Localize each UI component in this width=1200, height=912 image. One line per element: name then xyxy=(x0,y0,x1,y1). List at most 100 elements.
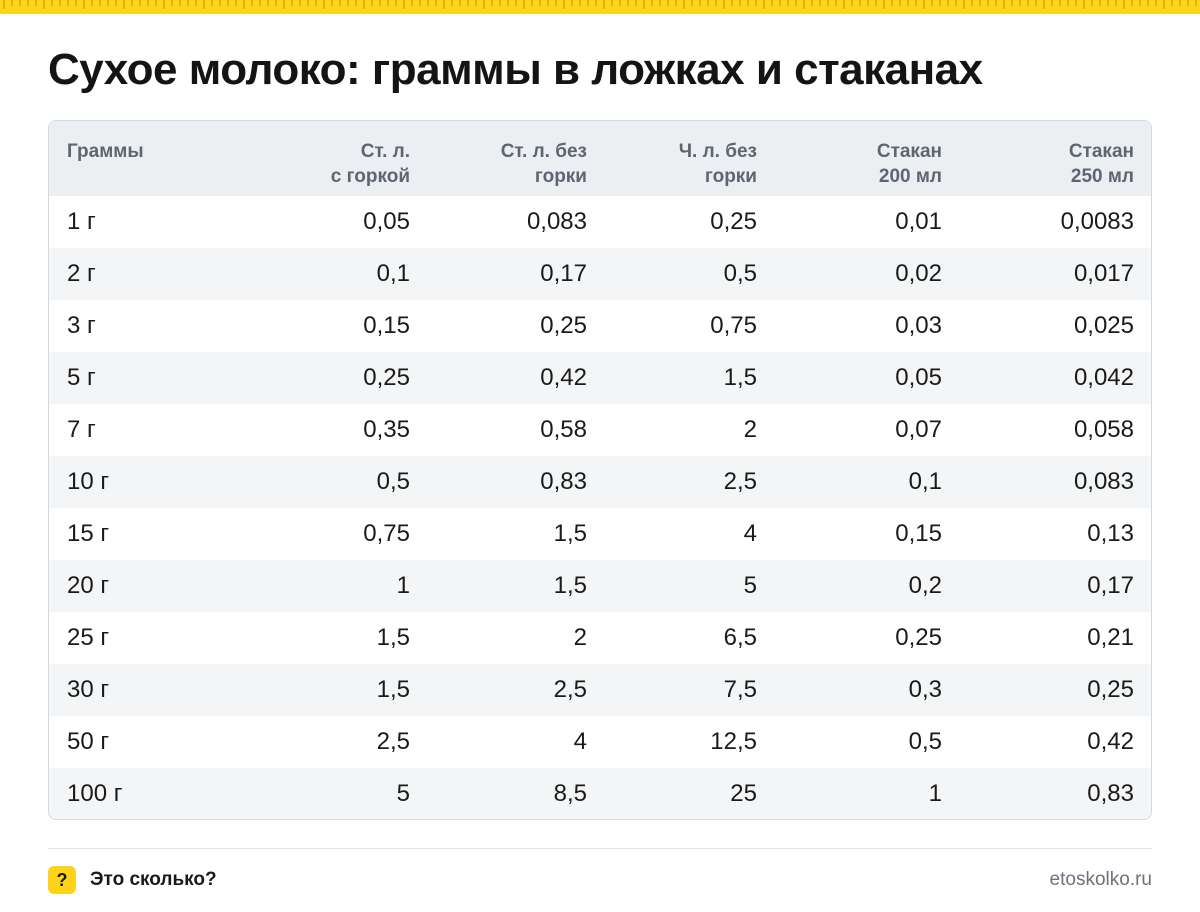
row-grams-cell: 50 г xyxy=(67,728,110,755)
table-cell: 0,75 xyxy=(363,520,410,547)
table-cell: 0,3 xyxy=(908,676,942,703)
table-row: 20 г 1 1,5 5 0,2 0,17 xyxy=(49,560,1151,612)
column-header-glass-250: Стакан 250 мл xyxy=(1068,141,1134,187)
table-cell: 2,5 xyxy=(553,676,587,703)
row-grams-cell: 25 г xyxy=(67,624,110,651)
column-header-tsp-level: Ч. л. без горки xyxy=(678,141,757,187)
table-row: 10 г 0,5 0,83 2,5 0,1 0,083 xyxy=(49,456,1151,508)
table-cell: 0,05 xyxy=(895,364,942,391)
table-cell: 25 xyxy=(730,780,757,807)
table-cell: 0,01 xyxy=(895,208,942,235)
table-cell: 0,025 xyxy=(1073,312,1134,339)
conversion-table: Граммы Ст. л. с горкой Ст. л. без горки … xyxy=(48,120,1152,820)
table-cell: 6,5 xyxy=(723,624,757,651)
table-cell: 0,5 xyxy=(376,468,410,495)
table-cell: 0,17 xyxy=(1087,572,1134,599)
table-cell: 0,25 xyxy=(710,208,757,235)
row-grams-cell: 7 г xyxy=(67,416,96,443)
table-cell: 0,42 xyxy=(1087,728,1134,755)
table-cell: 5 xyxy=(396,780,410,807)
table-row: 25 г 1,5 2 6,5 0,25 0,21 xyxy=(49,612,1151,664)
table-cell: 0,02 xyxy=(895,260,942,287)
table-row: 3 г 0,15 0,25 0,75 0,03 0,025 xyxy=(49,300,1151,352)
table-cell: 2,5 xyxy=(376,728,410,755)
question-badge-icon: ? xyxy=(48,866,76,894)
table-cell: 0,58 xyxy=(540,416,587,443)
table-cell: 0,25 xyxy=(1087,676,1134,703)
table-row: 1 г 0,05 0,083 0,25 0,01 0,0083 xyxy=(49,196,1151,248)
table-cell: 0,25 xyxy=(540,312,587,339)
row-grams-cell: 2 г xyxy=(67,260,96,287)
table-cell: 0,2 xyxy=(908,572,942,599)
table-row: 5 г 0,25 0,42 1,5 0,05 0,042 xyxy=(49,352,1151,404)
table-cell: 0,35 xyxy=(363,416,410,443)
table-cell: 0,03 xyxy=(895,312,942,339)
row-grams-cell: 5 г xyxy=(67,364,96,391)
row-grams-cell: 3 г xyxy=(67,312,96,339)
table-cell: 0,83 xyxy=(1087,780,1134,807)
table-cell: 0,017 xyxy=(1073,260,1134,287)
table-cell: 2 xyxy=(573,624,587,651)
table-cell: 0,083 xyxy=(1073,468,1134,495)
table-cell: 0,058 xyxy=(1073,416,1134,443)
table-cell: 0,13 xyxy=(1087,520,1134,547)
table-cell: 0,5 xyxy=(723,260,757,287)
row-grams-cell: 10 г xyxy=(67,468,110,495)
table-cell: 1 xyxy=(396,572,410,599)
table-cell: 0,42 xyxy=(540,364,587,391)
table-cell: 8,5 xyxy=(553,780,587,807)
row-grams-cell: 30 г xyxy=(67,676,110,703)
table-cell: 1,5 xyxy=(553,572,587,599)
table-cell: 1 xyxy=(928,780,942,807)
table-cell: 4 xyxy=(573,728,587,755)
brand-name: Это сколько? xyxy=(90,869,217,890)
table-row: 2 г 0,1 0,17 0,5 0,02 0,017 xyxy=(49,248,1151,300)
table-cell: 1,5 xyxy=(723,364,757,391)
table-cell: 1,5 xyxy=(376,624,410,651)
footer-brand: ? Это сколько? xyxy=(48,866,217,894)
table-cell: 0,15 xyxy=(895,520,942,547)
table-cell: 0,75 xyxy=(710,312,757,339)
column-header-grams: Граммы xyxy=(67,141,144,162)
table-cell: 0,1 xyxy=(376,260,410,287)
column-header-tbsp-level: Ст. л. без горки xyxy=(500,141,587,187)
column-header-glass-200: Стакан 200 мл xyxy=(876,141,942,187)
table-cell: 7,5 xyxy=(723,676,757,703)
table-cell: 0,15 xyxy=(363,312,410,339)
table-cell: 4 xyxy=(743,520,757,547)
table-cell: 0,83 xyxy=(540,468,587,495)
row-grams-cell: 100 г xyxy=(67,780,123,807)
table-cell: 0,083 xyxy=(526,208,587,235)
table-cell: 0,25 xyxy=(363,364,410,391)
table-cell: 0,17 xyxy=(540,260,587,287)
table-cell: 2 xyxy=(743,416,757,443)
table-cell: 1,5 xyxy=(376,676,410,703)
table-row: 30 г 1,5 2,5 7,5 0,3 0,25 xyxy=(49,664,1151,716)
page-title: Сухое молоко: граммы в ложках и стаканах xyxy=(48,45,983,94)
table-row: 15 г 0,75 1,5 4 0,15 0,13 xyxy=(49,508,1151,560)
column-header-tbsp-heaped: Ст. л. с горкой xyxy=(330,141,410,187)
table-cell: 0,07 xyxy=(895,416,942,443)
table-cell: 0,25 xyxy=(895,624,942,651)
table-row: 50 г 2,5 4 12,5 0,5 0,42 xyxy=(49,716,1151,768)
row-grams-cell: 15 г xyxy=(67,520,110,547)
table-row: 7 г 0,35 0,58 2 0,07 0,058 xyxy=(49,404,1151,456)
table-cell: 5 xyxy=(743,572,757,599)
row-grams-cell: 20 г xyxy=(67,572,110,599)
footer-divider xyxy=(48,848,1152,849)
table-row: 100 г 5 8,5 25 1 0,83 xyxy=(49,768,1151,819)
table-cell: 2,5 xyxy=(723,468,757,495)
ruler-ticks xyxy=(3,0,1197,9)
ruler-stripe xyxy=(0,0,1200,14)
table-cell: 1,5 xyxy=(553,520,587,547)
row-grams-cell: 1 г xyxy=(67,208,96,235)
table-cell: 0,1 xyxy=(908,468,942,495)
table-cell: 0,21 xyxy=(1087,624,1134,651)
table-header-row: Граммы Ст. л. с горкой Ст. л. без горки … xyxy=(49,121,1151,196)
table-cell: 0,5 xyxy=(908,728,942,755)
table-cell: 0,042 xyxy=(1073,364,1134,391)
site-url: etoskolko.ru xyxy=(1049,869,1152,890)
table-cell: 0,0083 xyxy=(1060,208,1134,235)
table-cell: 0,05 xyxy=(363,208,410,235)
table-cell: 12,5 xyxy=(710,728,757,755)
